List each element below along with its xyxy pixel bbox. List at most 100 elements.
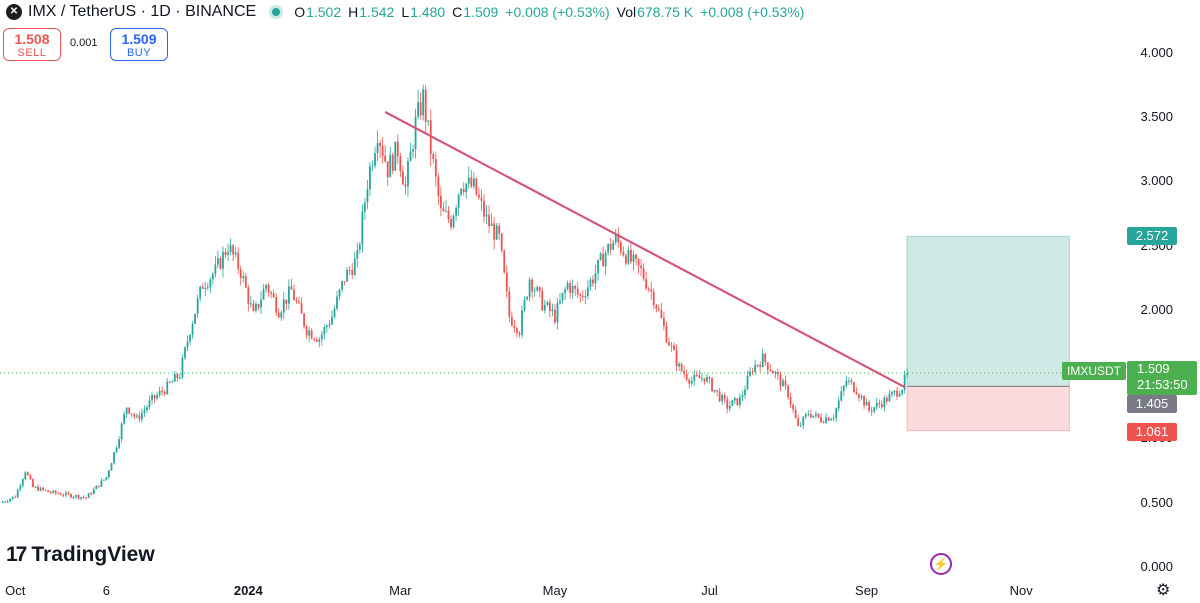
candle-body bbox=[293, 289, 295, 301]
candle-body bbox=[647, 288, 650, 290]
volume-label: Vol bbox=[616, 4, 637, 20]
candle-body bbox=[234, 252, 237, 255]
candle-body bbox=[541, 290, 544, 311]
tradingview-logo[interactable]: 17 TradingView bbox=[6, 543, 155, 567]
candle-body bbox=[151, 394, 153, 401]
candle-body bbox=[201, 286, 204, 289]
candle-body bbox=[14, 496, 17, 498]
y-tick-label: 3.500 bbox=[1140, 109, 1173, 125]
candle-body bbox=[495, 225, 498, 240]
candle-body bbox=[386, 161, 389, 178]
candle-body bbox=[680, 363, 683, 371]
candle-body bbox=[320, 334, 323, 340]
open-label: O bbox=[294, 4, 306, 20]
candle-body bbox=[217, 258, 219, 265]
candle-body bbox=[409, 151, 412, 162]
candle-body bbox=[130, 413, 133, 415]
candle-body bbox=[754, 364, 757, 372]
candle-body bbox=[141, 412, 143, 420]
candle-body bbox=[612, 242, 615, 250]
candle-body bbox=[62, 495, 65, 497]
candle-body bbox=[414, 116, 417, 150]
candle-body bbox=[885, 397, 888, 402]
stop-zone[interactable] bbox=[906, 385, 1070, 432]
candle-body bbox=[794, 409, 797, 419]
candle-body bbox=[237, 252, 240, 270]
candle-body bbox=[280, 312, 283, 318]
lightning-icon[interactable]: ⚡ bbox=[930, 553, 952, 575]
candle-body bbox=[896, 390, 898, 397]
candle-body bbox=[351, 270, 354, 275]
candle-body bbox=[239, 269, 242, 279]
candle-body bbox=[830, 418, 833, 421]
candle-body bbox=[893, 390, 896, 393]
candle-body bbox=[531, 279, 534, 292]
candle-body bbox=[366, 189, 369, 203]
candle-body bbox=[323, 327, 326, 335]
candle-body bbox=[39, 487, 42, 491]
candle-body bbox=[419, 102, 422, 116]
candle-body bbox=[728, 405, 731, 409]
target-zone[interactable] bbox=[906, 235, 1070, 387]
candle-body bbox=[622, 252, 625, 256]
candle-body bbox=[538, 287, 541, 291]
candle-body bbox=[176, 374, 179, 379]
candle-body bbox=[751, 371, 754, 373]
volume-value: 678.75 K bbox=[637, 4, 694, 20]
buy-button[interactable]: 1.509 BUY bbox=[110, 28, 168, 61]
candle-body bbox=[394, 141, 397, 171]
candle-body bbox=[853, 382, 855, 392]
sell-price: 1.508 bbox=[14, 31, 50, 47]
candle-body bbox=[191, 323, 194, 336]
symbol-title[interactable]: IMX / TetherUS · 1D · BINANCE bbox=[28, 3, 257, 20]
close-value: 1.509 bbox=[463, 4, 499, 20]
candle-body bbox=[219, 258, 222, 269]
candle-body bbox=[624, 255, 627, 264]
candle-body bbox=[179, 377, 181, 379]
candle-body bbox=[505, 272, 508, 292]
candle-body bbox=[257, 303, 260, 308]
entry-price-label: 1.405 bbox=[1127, 395, 1177, 414]
candle-body bbox=[739, 397, 741, 406]
candle-body bbox=[799, 425, 802, 427]
x-tick-label: Oct bbox=[5, 583, 26, 598]
candle-body bbox=[792, 404, 795, 410]
change-value: +0.008 (+0.53%) bbox=[505, 4, 610, 20]
gear-icon[interactable]: ⚙ bbox=[1156, 582, 1171, 599]
candle-body bbox=[483, 200, 485, 217]
candle-body bbox=[782, 380, 784, 387]
candle-body bbox=[617, 233, 620, 243]
candle-body bbox=[361, 211, 364, 245]
symbol-price-label: IMXUSDT bbox=[1062, 362, 1126, 380]
candle-body bbox=[376, 142, 379, 154]
candle-body bbox=[422, 89, 425, 116]
candle-body bbox=[815, 413, 817, 416]
candle-body bbox=[108, 470, 110, 478]
candle-body bbox=[478, 194, 480, 198]
candle-body bbox=[766, 362, 769, 370]
candle-body bbox=[561, 292, 564, 301]
candle-body bbox=[510, 316, 513, 326]
candle-body bbox=[21, 479, 24, 486]
sell-button[interactable]: 1.508 SELL bbox=[3, 28, 61, 61]
candle-body bbox=[645, 279, 648, 289]
candle-body bbox=[77, 495, 80, 499]
candle-body bbox=[536, 287, 539, 291]
candle-body bbox=[804, 414, 807, 417]
candle-body bbox=[305, 326, 308, 336]
x-tick-label: Nov bbox=[1009, 583, 1033, 598]
candle-body bbox=[133, 414, 136, 417]
candle-body bbox=[70, 493, 72, 498]
candle-body bbox=[206, 287, 209, 289]
candle-body bbox=[199, 286, 202, 299]
candle-body bbox=[688, 379, 691, 384]
candle-body bbox=[232, 245, 235, 255]
candle-body bbox=[80, 497, 82, 499]
x-tick-label: 6 bbox=[102, 583, 111, 598]
trendline[interactable] bbox=[384, 111, 906, 389]
candle-body bbox=[194, 313, 197, 324]
candle-body bbox=[399, 156, 402, 172]
candle-body bbox=[163, 391, 166, 394]
candle-body bbox=[774, 372, 777, 374]
